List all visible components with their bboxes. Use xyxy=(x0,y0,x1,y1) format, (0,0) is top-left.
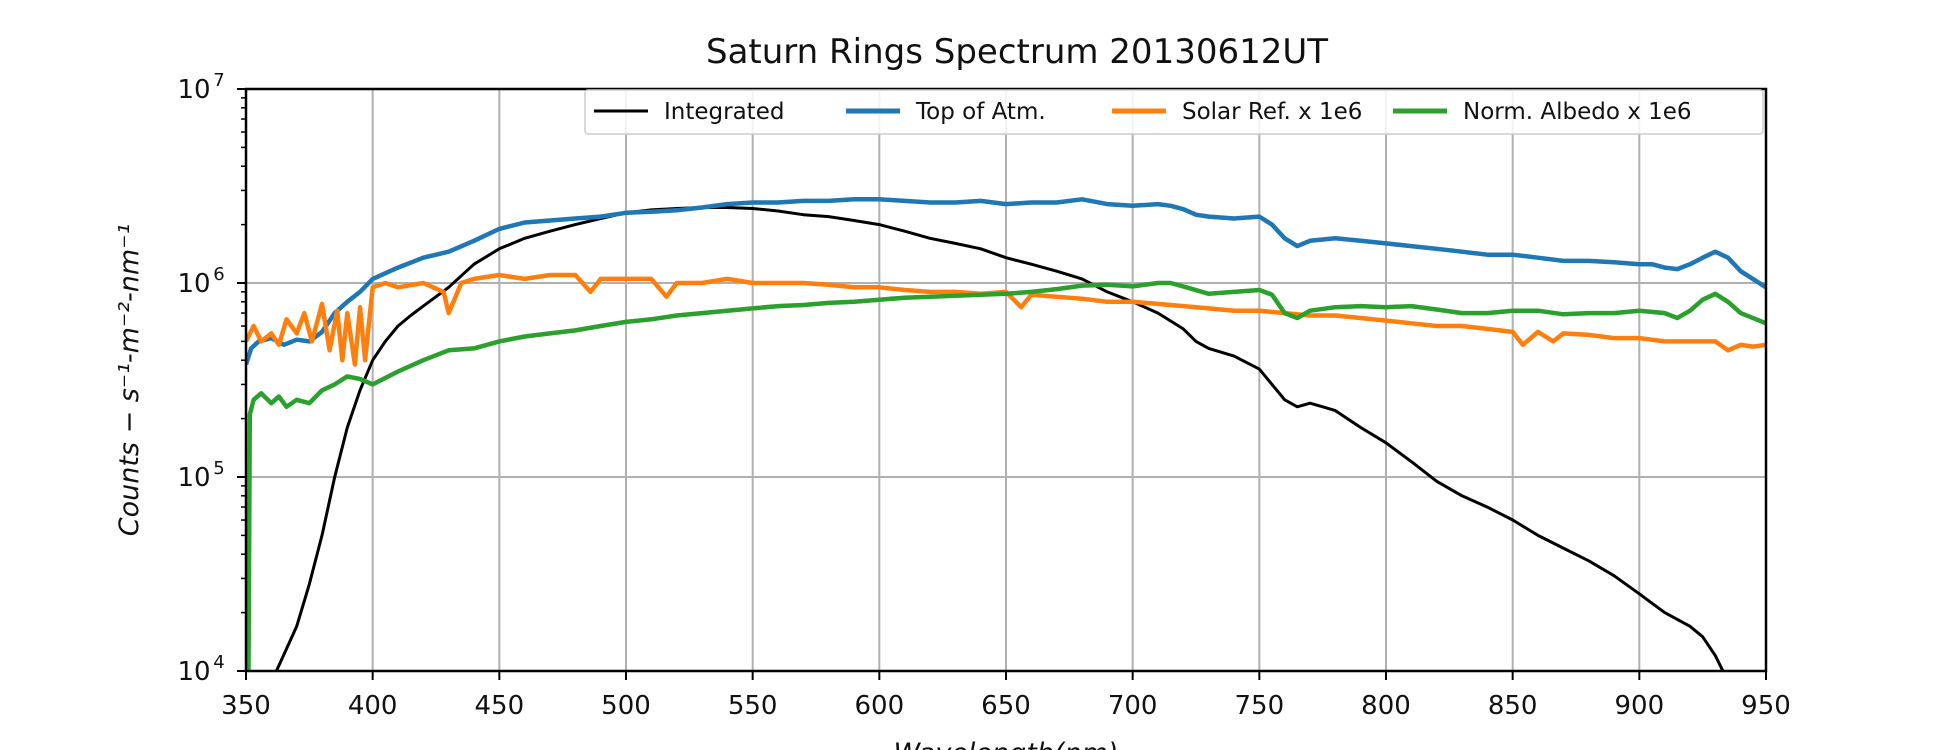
series-line-4 xyxy=(246,280,1766,671)
x-tick-label: 750 xyxy=(1235,691,1285,721)
series-line-1 xyxy=(275,206,1725,671)
x-tick-label: 400 xyxy=(348,691,398,721)
x-tick-label: 950 xyxy=(1741,691,1791,721)
x-axis: 350 400 450 500 550 600 650 700 750 800 850 900 950 xyxy=(221,671,1791,721)
series-layer xyxy=(246,197,1766,671)
y-tick-label: 10 7 xyxy=(177,70,224,105)
x-tick-label: 700 xyxy=(1108,691,1158,721)
x-tick-label: 500 xyxy=(601,691,651,721)
chart-title: Saturn Rings Spectrum 20130612UT xyxy=(706,32,1328,72)
y-tick-base: 10 xyxy=(177,657,210,687)
x-tick-label: 350 xyxy=(221,691,271,721)
legend-label: Solar Ref. x 1e6 xyxy=(1182,99,1362,125)
legend-entry: Top of Atm. xyxy=(846,99,1046,125)
y-tick-base: 10 xyxy=(177,463,210,493)
y-tick-exponent: 7 xyxy=(213,70,224,91)
y-tick-label: 10 6 xyxy=(177,264,224,299)
y-axis-label: Counts − s⁻¹-m⁻²-nm⁻¹ xyxy=(114,224,145,537)
y-tick-base: 10 xyxy=(177,269,210,299)
legend-label: Norm. Albedo x 1e6 xyxy=(1463,99,1692,125)
legend-entry: Integrated xyxy=(594,99,784,125)
x-tick-label: 850 xyxy=(1488,691,1538,721)
y-tick-base: 10 xyxy=(177,75,210,105)
x-tick-label: 550 xyxy=(728,691,778,721)
x-tick-label: 800 xyxy=(1361,691,1411,721)
y-tick-label: 10 5 xyxy=(177,458,224,493)
y-tick-exponent: 5 xyxy=(213,458,224,479)
x-tick-label: 450 xyxy=(475,691,525,721)
x-tick-label: 600 xyxy=(855,691,905,721)
x-axis-label: Wavelength(nm) xyxy=(894,738,1119,750)
grid-lines xyxy=(245,88,1767,672)
y-tick-exponent: 4 xyxy=(213,652,224,673)
series-line-2 xyxy=(246,197,1766,366)
legend: Integrated Top of Atm. Solar Ref. x 1e6 Nor… xyxy=(584,89,1764,135)
legend-box xyxy=(584,89,1764,135)
legend-label: Top of Atm. xyxy=(915,99,1046,125)
legend-entry: Solar Ref. x 1e6 xyxy=(1112,99,1362,125)
x-tick-label: 900 xyxy=(1615,691,1665,721)
y-tick-exponent: 6 xyxy=(213,264,224,285)
x-tick-label: 650 xyxy=(981,691,1031,721)
series-line-3 xyxy=(246,272,1766,367)
legend-label: Integrated xyxy=(664,99,784,125)
legend-entry: Norm. Albedo x 1e6 xyxy=(1393,99,1692,125)
y-tick-label: 10 4 xyxy=(177,652,224,687)
